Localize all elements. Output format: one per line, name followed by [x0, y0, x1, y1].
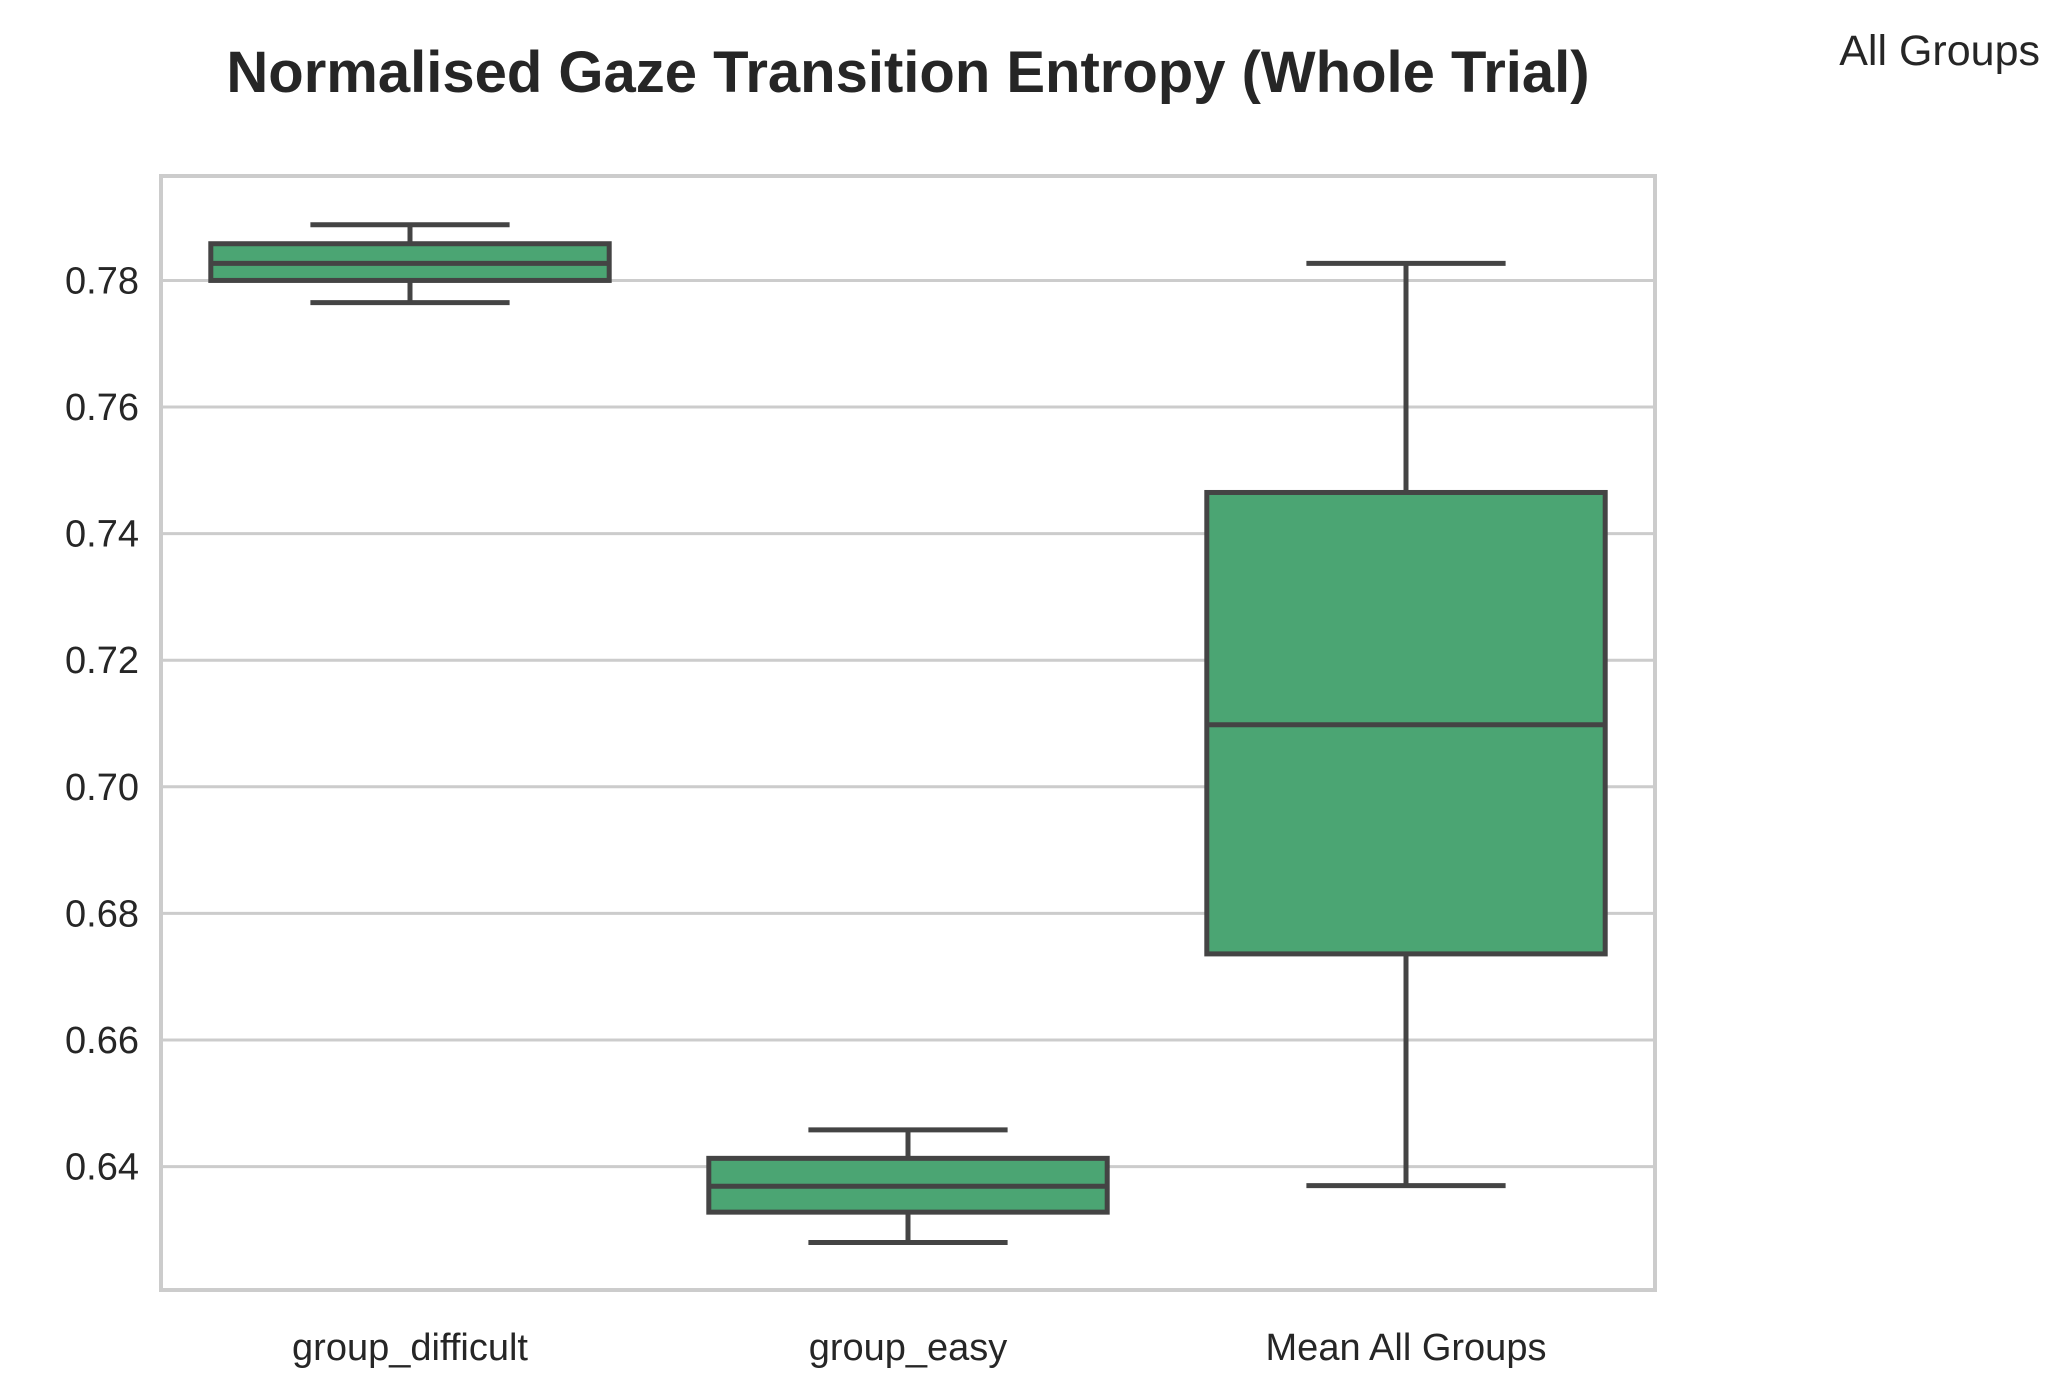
chart-title: Normalised Gaze Transition Entropy (Whol…	[226, 40, 1589, 105]
box-group	[208, 222, 612, 306]
y-tick-label: 0.72	[65, 640, 139, 682]
grid-lines	[161, 278, 1655, 1169]
x-tick-label: group_difficult	[292, 1327, 528, 1369]
x-tick-label: group_easy	[809, 1327, 1008, 1369]
y-tick-label: 0.74	[65, 514, 139, 556]
box-group	[706, 1127, 1110, 1246]
x-tick-labels: group_difficult group_easy Mean All Groups	[292, 1327, 1546, 1369]
x-tick-label: Mean All Groups	[1266, 1327, 1547, 1369]
boxes	[208, 222, 1608, 1246]
y-tick-label: 0.78	[65, 260, 139, 302]
corner-label: All Groups	[1839, 27, 2040, 75]
y-tick-label: 0.64	[65, 1147, 139, 1189]
y-tick-label: 0.68	[65, 893, 139, 935]
y-tick-label: 0.66	[65, 1020, 139, 1062]
plot-frame	[159, 174, 1657, 1292]
y-tick-label: 0.70	[65, 767, 139, 809]
y-tick-labels: 0.64 0.66 0.68 0.70 0.72 0.74 0.76 0.78	[65, 260, 139, 1188]
box-group	[1204, 260, 1608, 1189]
y-tick-label: 0.76	[65, 387, 139, 429]
